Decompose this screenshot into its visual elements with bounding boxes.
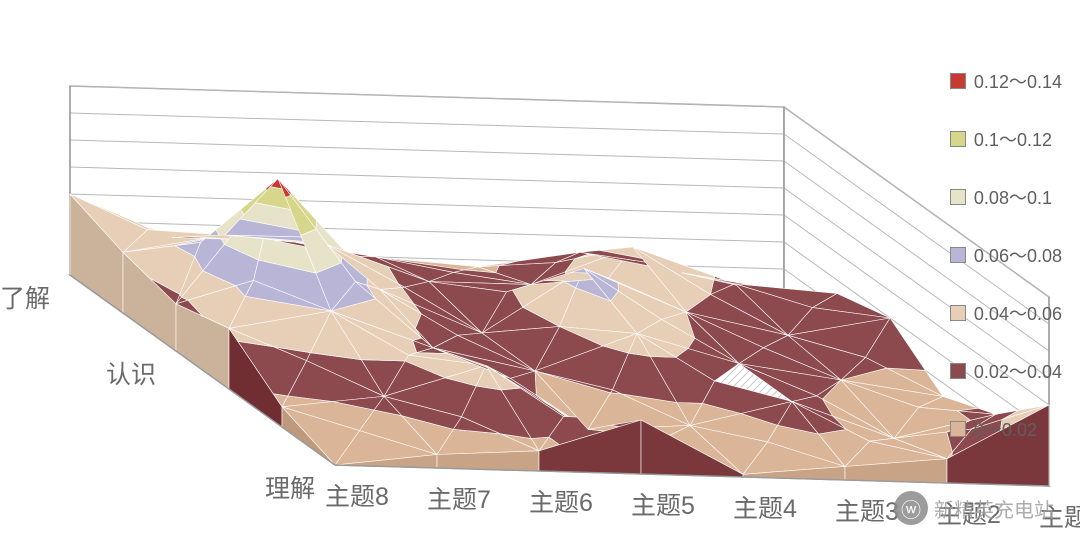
x-axis-label: 主题3 <box>835 492 899 528</box>
legend-swatch <box>950 305 966 321</box>
watermark-icon: ⓦ <box>894 491 928 525</box>
chart-stage: 0.12～0.14 0.1～0.12 0.08～0.1 0.06～0.08 0.04～0… <box>0 0 1080 537</box>
legend-item: 0.1～0.12 <box>950 126 1062 152</box>
legend-item: 0.04～0.06 <box>950 300 1062 326</box>
x-axis-label: 主题7 <box>427 480 491 516</box>
legend-item: 0.02～0.04 <box>950 358 1062 384</box>
legend: 0.12～0.14 0.1～0.12 0.08～0.1 0.06～0.08 0.04～0… <box>950 68 1062 474</box>
watermark: ⓦ 新精英充电站 <box>894 491 1054 525</box>
surface-chart <box>0 0 1080 537</box>
legend-label: 0.04～0.06 <box>974 300 1062 326</box>
x-axis-label: 主题5 <box>631 486 695 522</box>
legend-item: 0～0.02 <box>950 416 1062 442</box>
x-axis-label: 主题4 <box>733 489 797 525</box>
legend-label: 0.08～0.1 <box>974 184 1052 210</box>
legend-swatch <box>950 131 966 147</box>
legend-swatch <box>950 421 966 437</box>
legend-label: 0.02～0.04 <box>974 358 1062 384</box>
legend-swatch <box>950 247 966 263</box>
legend-item: 0.08～0.1 <box>950 184 1062 210</box>
watermark-text: 新精英充电站 <box>934 494 1054 523</box>
x-axis-label: 主题8 <box>325 477 389 513</box>
legend-swatch <box>950 189 966 205</box>
legend-label: 0～0.02 <box>974 416 1037 442</box>
y-axis-label: 了解 <box>0 279 50 315</box>
legend-item: 0.06～0.08 <box>950 242 1062 268</box>
legend-item: 0.12～0.14 <box>950 68 1062 94</box>
y-axis-label: 认识 <box>106 355 156 391</box>
legend-label: 0.12～0.14 <box>974 68 1062 94</box>
legend-swatch <box>950 363 966 379</box>
y-axis-label: 理解 <box>265 469 315 505</box>
legend-label: 0.06～0.08 <box>974 242 1062 268</box>
x-axis-label: 主题6 <box>529 483 593 519</box>
legend-swatch <box>950 73 966 89</box>
legend-label: 0.1～0.12 <box>974 126 1052 152</box>
